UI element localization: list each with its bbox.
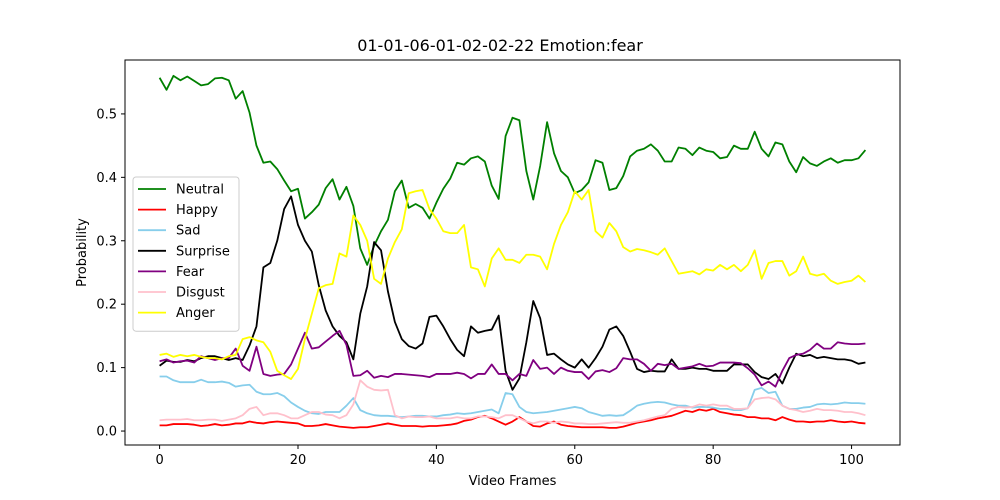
legend-label-surprise: Surprise (176, 244, 230, 259)
legend: Neutral Happy Sad Surprise Fear Disgust Anger (132, 176, 240, 332)
legend-label-fear: Fear (176, 265, 205, 280)
legend-label-disgust: Disgust (176, 286, 225, 301)
series-line-anger (159, 189, 867, 380)
legend-label-sad: Sad (176, 224, 200, 239)
y-tick-label: 0.1 (96, 361, 117, 376)
chart-title: 01-01-06-01-02-02-22 Emotion:fear (357, 36, 643, 55)
x-axis-title: Video Frames (469, 474, 557, 489)
plot-frame (124, 59, 901, 446)
series-line-fear (159, 329, 866, 388)
x-tick-label: 20 (290, 453, 307, 468)
y-tick-label: 0.4 (96, 171, 117, 186)
legend-label-anger: Anger (176, 306, 215, 321)
legend-label-happy: Happy (176, 203, 218, 218)
x-tick-label: 100 (839, 453, 864, 468)
x-axis: 0 20 40 60 80 100 (155, 445, 864, 468)
x-tick-label: 60 (567, 453, 584, 468)
y-axis-title: Probability (75, 218, 90, 287)
series-line-surprise (159, 195, 866, 391)
y-tick-label: 0.3 (96, 234, 117, 249)
series-line-neutral (158, 74, 867, 266)
x-tick-label: 0 (155, 453, 163, 468)
series-layer (158, 74, 867, 429)
y-tick-label: 0.5 (96, 107, 117, 122)
x-tick-label: 80 (705, 453, 722, 468)
series-line-happy (159, 407, 866, 429)
y-tick-label: 0.0 (96, 425, 117, 440)
series-line-disgust (159, 379, 866, 425)
legend-label-neutral: Neutral (176, 183, 224, 198)
x-tick-label: 40 (428, 453, 445, 468)
y-axis: 0.0 0.1 0.2 0.3 0.4 0.5 (96, 107, 125, 440)
y-tick-label: 0.2 (96, 298, 117, 313)
